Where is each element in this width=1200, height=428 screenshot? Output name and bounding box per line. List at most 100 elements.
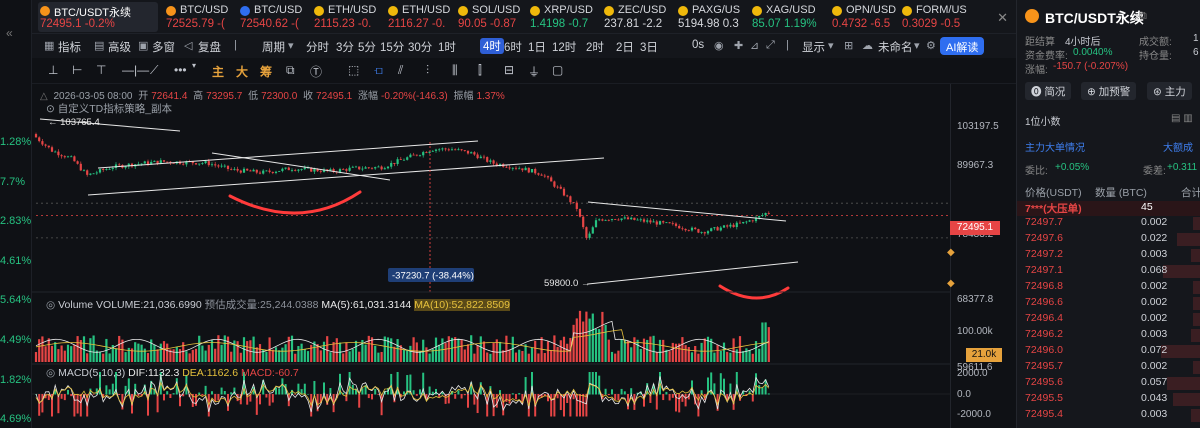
timeframe-11[interactable]: 2日: [616, 42, 634, 54]
replay-button[interactable]: 复盘: [198, 42, 221, 54]
login-button[interactable]: 未命名: [878, 42, 913, 54]
vertical-line-tool-icon[interactable]: ⊥: [48, 63, 59, 77]
ask-row[interactable]: 72495.7 0.002: [1017, 360, 1200, 375]
more-tools-icon[interactable]: •••: [174, 63, 187, 77]
indicators-button[interactable]: 指标: [58, 42, 81, 54]
grid-icon[interactable]: ▦: [44, 40, 55, 52]
ask-row[interactable]: 72496.0 0.072: [1017, 344, 1200, 359]
timeframe-9[interactable]: 12时: [552, 42, 577, 54]
ask-row[interactable]: 72497.6 0.022: [1017, 232, 1200, 247]
chevron-down-icon[interactable]: ▾: [914, 40, 920, 52]
ask-row[interactable]: 72496.8 0.002: [1017, 280, 1200, 295]
ticker-tab[interactable]: XAG/USD 85.07 1.19%: [750, 2, 826, 32]
bell-icon[interactable]: ◆: [947, 247, 955, 258]
ticker-tab[interactable]: ETH/USD 2115.23 -0.: [312, 2, 382, 32]
ai-analysis-button[interactable]: AI解读: [940, 37, 985, 55]
timeframe-5[interactable]: 1时: [438, 42, 456, 54]
overview-button[interactable]: ⓿ 简况: [1025, 82, 1072, 100]
timeframe-1[interactable]: 3分: [336, 42, 354, 54]
ruler-icon[interactable]: ⊿: [750, 40, 760, 52]
main-force-button[interactable]: ⊛ 主力: [1147, 82, 1192, 100]
display-button[interactable]: 显示: [802, 42, 825, 54]
ask-row[interactable]: 72496.2 0.003: [1017, 328, 1200, 343]
close-icon[interactable]: ✕: [997, 10, 1008, 25]
ask-row[interactable]: 72497.1 0.068: [1017, 264, 1200, 279]
copy-icon[interactable]: ⧉: [1139, 10, 1147, 22]
ask-row[interactable]: 72495.5 0.043: [1017, 392, 1200, 407]
add-alert-button[interactable]: ⊕ 加预警: [1081, 82, 1137, 100]
chevron-down-icon[interactable]: ▾: [192, 61, 197, 70]
lock-icon[interactable]: ⊟: [504, 63, 515, 77]
ticker-tab[interactable]: BTC/USD 72540.62 -(: [238, 2, 308, 32]
delete-icon[interactable]: ▢: [552, 63, 564, 77]
bar-type-icon[interactable]: ⫼: [452, 63, 458, 77]
bell-icon[interactable]: ◆: [947, 278, 955, 289]
timeframe-10[interactable]: 2时: [586, 42, 604, 54]
big-orders-tab[interactable]: 主力大单情况: [1025, 143, 1085, 154]
price-chart[interactable]: ← 103765.4 59800.0 → -37230.7 (-38.44%): [32, 84, 950, 428]
expand-icon[interactable]: ⤢: [766, 39, 775, 51]
chevron-down-icon[interactable]: ▾: [288, 40, 294, 52]
candle-body: [598, 219, 601, 221]
horizontal-ray-tool-icon[interactable]: ⊢: [72, 63, 83, 77]
timeframe-6[interactable]: 4时: [480, 38, 504, 54]
timeframe-8[interactable]: 1日: [528, 42, 546, 54]
ticker-tab[interactable]: FORM/US 0.3029 -0.5: [900, 2, 980, 32]
ticker-tab[interactable]: BTC/USD 72525.79 -(: [164, 2, 234, 32]
big-order-row[interactable]: 7***(大压单) 45: [1017, 201, 1200, 217]
advanced-icon[interactable]: ▤: [94, 40, 105, 52]
ticker-tab[interactable]: ETH/USD 2116.27 -0.: [386, 2, 452, 32]
timeframe-12[interactable]: 3日: [640, 42, 658, 54]
timeframe-3[interactable]: 15分: [380, 42, 405, 54]
chart-canvas[interactable]: ← 103765.4 59800.0 → -37230.7 (-38.44%): [32, 84, 950, 428]
ask-row[interactable]: 72495.6 0.057: [1017, 376, 1200, 391]
advanced-button[interactable]: 高级: [108, 42, 131, 54]
ask-row[interactable]: 72495.4 0.003: [1017, 408, 1200, 423]
multi-window-icon[interactable]: ▣: [138, 40, 149, 52]
ticker-tab[interactable]: PAXG/US 5194.98 0.3: [676, 2, 746, 32]
ticker-tab[interactable]: XRP/USD 1.4198 -0.7: [528, 2, 598, 32]
timeframe-4[interactable]: 30分: [408, 42, 433, 54]
multi-window-button[interactable]: 多窗: [152, 42, 175, 54]
seconds-label[interactable]: 0s: [692, 39, 705, 51]
filter-icon[interactable]: ⏚: [528, 65, 541, 79]
settings-icon[interactable]: ⚙: [926, 40, 936, 52]
select-icon[interactable]: ⬚: [348, 63, 360, 77]
ticker-tab[interactable]: ZEC/USD 237.81 -2.2: [602, 2, 672, 32]
chart-style-icon[interactable]: ⫿: [478, 63, 482, 77]
camera-icon[interactable]: ◉: [714, 40, 724, 52]
replay-icon[interactable]: ◁: [184, 40, 193, 52]
ticker-tab[interactable]: SOL/USD 90.05 -0.87: [456, 2, 524, 32]
channel-tool-icon[interactable]: ⫽: [398, 63, 404, 77]
measure-tool-icon[interactable]: ⟤: [374, 63, 383, 77]
main-force-toggle[interactable]: 主: [212, 65, 225, 79]
layout-icon[interactable]: ⊞: [844, 40, 854, 52]
ask-row[interactable]: 72496.6 0.002: [1017, 296, 1200, 311]
text-tool-icon[interactable]: Ⓣ: [310, 65, 323, 79]
period-button[interactable]: 周期: [262, 42, 285, 54]
candle-type-icon[interactable]: ⫶: [426, 63, 430, 77]
timeframe-2[interactable]: 5分: [358, 42, 376, 54]
ticker-tab[interactable]: OPN/USD 0.4732 -6.5: [830, 2, 896, 32]
cloud-icon[interactable]: ☁: [862, 40, 873, 52]
segment-tool-icon[interactable]: ⟋: [150, 63, 159, 77]
timeframe-0[interactable]: 分时: [306, 42, 329, 54]
ask-row[interactable]: 72497.2 0.003: [1017, 248, 1200, 263]
timeframe-7[interactable]: 6时: [504, 42, 522, 54]
crosshair-icon[interactable]: ✚: [734, 40, 744, 52]
qty-column-header[interactable]: 数量 (BTC): [1095, 187, 1147, 199]
big-trades-tab[interactable]: 大额成: [1163, 143, 1193, 154]
copy-icon[interactable]: ⧉: [286, 63, 295, 77]
ask-row[interactable]: 72496.4 0.002: [1017, 312, 1200, 327]
horizontal-line-tool-icon[interactable]: —|—: [122, 63, 150, 77]
ticker-tab[interactable]: BTC/USDT永续 72495.1 -0.2%: [38, 2, 158, 32]
vertical-ray-tool-icon[interactable]: ⊤: [96, 63, 107, 77]
chip-toggle[interactable]: 筹: [260, 65, 273, 79]
ask-row[interactable]: 72497.7 0.002: [1017, 216, 1200, 231]
chevron-down-icon[interactable]: ▾: [828, 40, 834, 52]
big-order-toggle[interactable]: 大: [236, 65, 249, 79]
collapse-icon[interactable]: «: [6, 26, 13, 40]
decimal-select[interactable]: 1位小数: [1025, 117, 1061, 128]
order-book-icon[interactable]: ▤ ▥: [1171, 113, 1193, 124]
price-axis[interactable]: 103197.5 89967.3 78433.2 68377.8 ◆ ◆ 596…: [947, 84, 1016, 428]
